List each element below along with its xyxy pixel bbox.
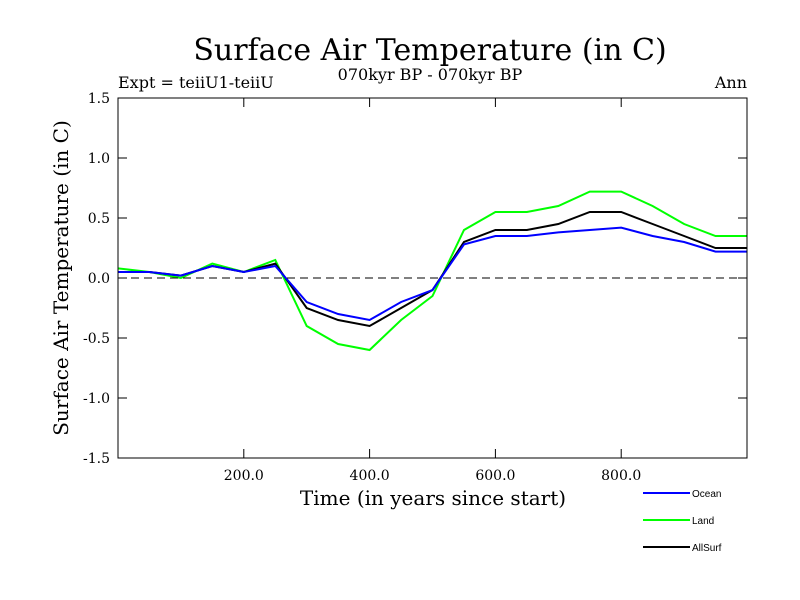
x-tick-label: 600.0 xyxy=(475,468,515,484)
legend-label-allsurf: AllSurf xyxy=(692,543,722,554)
y-tick-label: -1.5 xyxy=(83,451,110,467)
legend-label-ocean: Ocean xyxy=(692,489,721,500)
legend: Ocean Land AllSurf xyxy=(643,489,722,554)
x-tick-label: 200.0 xyxy=(224,468,264,484)
y-tick-label: -1.0 xyxy=(83,391,110,407)
y-tick-label: 1.0 xyxy=(88,151,110,167)
experiment-label: Expt = teiiU1-teiiU xyxy=(118,73,274,92)
chart-subtitle: 070kyr BP - 070kyr BP xyxy=(338,65,523,84)
x-axis-label: Time (in years since start) xyxy=(300,486,566,510)
y-axis-label: Surface Air Temperature (in C) xyxy=(49,120,73,436)
season-label: Ann xyxy=(714,73,747,92)
y-tick-label: 0.0 xyxy=(88,271,110,287)
series-line-allsurf xyxy=(118,211,747,328)
series-line-land xyxy=(117,190,747,352)
x-tick-label: 400.0 xyxy=(350,468,390,484)
series-line-ocean xyxy=(118,226,747,322)
y-tick-label: -0.5 xyxy=(83,331,110,347)
plot-area: -1.5 -1.0 -0.5 0.0 0.5 1.0 1.5 200.0 400.0 600.0 8… xyxy=(83,91,748,484)
chart-title: Surface Air Temperature (in C) xyxy=(193,33,666,68)
y-tick-label: 0.5 xyxy=(88,211,110,227)
legend-label-land: Land xyxy=(692,516,714,527)
x-tick-label: 800.0 xyxy=(601,468,641,484)
y-tick-label: 1.5 xyxy=(88,91,110,107)
